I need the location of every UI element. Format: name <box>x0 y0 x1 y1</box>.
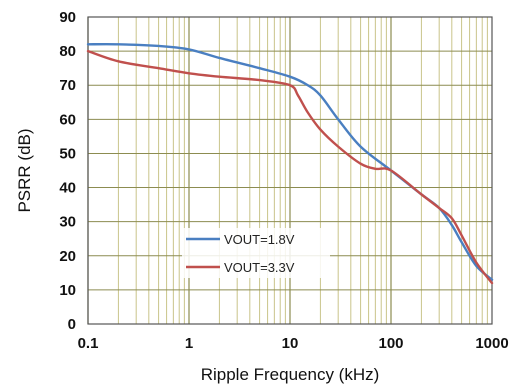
y-tick-label: 10 <box>59 282 76 299</box>
y-tick-label: 90 <box>59 9 76 26</box>
x-tick-label: 1 <box>185 335 193 352</box>
y-tick-label: 60 <box>59 111 76 128</box>
y-tick-label: 40 <box>59 180 76 197</box>
x-tick-label: 100 <box>378 335 403 352</box>
x-tick-label: 0.1 <box>78 335 99 352</box>
x-tick-label: 10 <box>282 335 299 352</box>
y-tick-label: 30 <box>59 214 76 231</box>
y-tick-label: 50 <box>59 145 76 162</box>
y-tick-label: 0 <box>68 316 76 333</box>
x-axis-title: Ripple Frequency (kHz) <box>201 365 380 384</box>
series-line-2 <box>86 49 494 285</box>
legend-box <box>182 228 330 278</box>
legend-label-1: VOUT=1.8V <box>224 232 295 247</box>
legend-label-2: VOUT=3.3V <box>224 260 295 275</box>
legend: VOUT=1.8V VOUT=3.3V <box>182 228 330 278</box>
series-line-1 <box>86 42 494 281</box>
tick-labels: 0.1 1 10 100 1000 0 10 20 30 40 50 60 70 80 90 <box>59 9 508 352</box>
y-tick-label: 70 <box>59 77 76 94</box>
plot-frame <box>87 16 493 325</box>
y-tick-label: 80 <box>59 43 76 60</box>
series-layer <box>86 42 494 285</box>
x-tick-label: 1000 <box>475 335 508 352</box>
y-tick-label: 20 <box>59 248 76 265</box>
y-axis-title: PSRR (dB) <box>15 128 34 212</box>
